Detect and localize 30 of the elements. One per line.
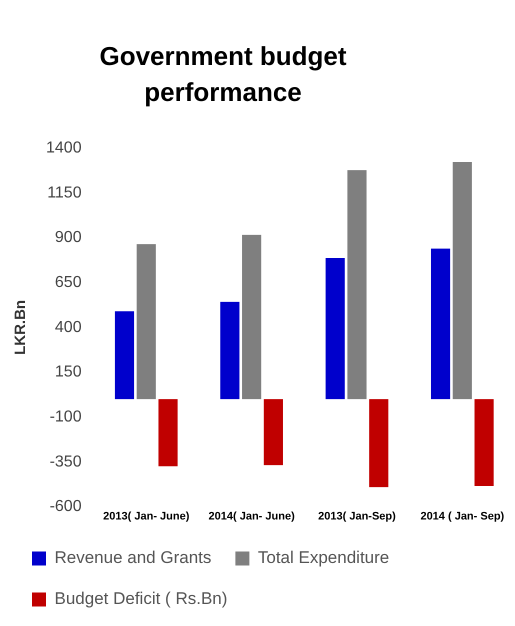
- y-tick-label: 150: [54, 364, 82, 381]
- y-tick-label: 1150: [47, 184, 82, 202]
- bar: [114, 311, 134, 400]
- bar: [158, 399, 178, 466]
- y-tick-label: 650: [54, 274, 82, 291]
- y-tick-label: -100: [50, 408, 82, 426]
- bar: [474, 399, 494, 486]
- bar: [452, 162, 472, 400]
- y-tick-label: 1400: [46, 139, 82, 156]
- bar: [347, 170, 367, 400]
- x-tick-label: 2013( Jan-Sep): [318, 510, 396, 522]
- bar: [242, 234, 262, 400]
- x-tick-label: 2013( Jan- June): [103, 510, 190, 522]
- bar: [136, 244, 156, 400]
- y-tick-label: -350: [50, 453, 82, 470]
- legend-label: Budget Deficit ( Rs.Bn): [54, 589, 228, 608]
- chart-title: Government budget performance: [98, 40, 348, 109]
- x-tick-label: 2014( Jan- June): [208, 510, 296, 522]
- bar: [326, 258, 345, 400]
- bar: [369, 399, 388, 488]
- y-axis-title: LKR.Bn: [12, 300, 30, 355]
- y-tick-label: 900: [54, 229, 82, 246]
- y-tick-label: -600: [50, 498, 82, 516]
- y-tick-label: 400: [54, 318, 82, 336]
- legend-label: Total Expenditure: [258, 548, 390, 568]
- bar: [220, 302, 240, 400]
- legend-label: Revenue and Grants: [54, 548, 212, 568]
- bar: [264, 399, 283, 466]
- x-tick-label: 2014 ( Jan- Sep): [420, 510, 505, 522]
- bar: [430, 248, 450, 400]
